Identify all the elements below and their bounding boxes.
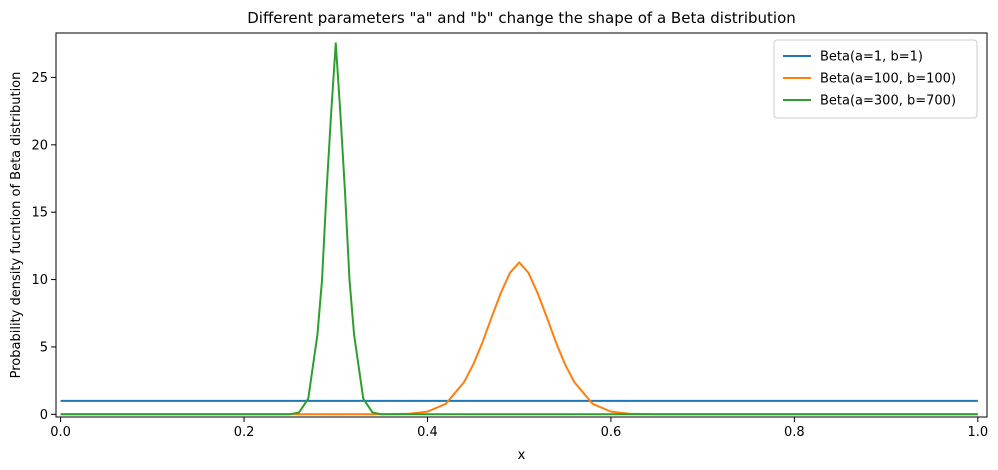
y-tick-label: 20 [31, 138, 48, 153]
chart-title: Different parameters "a" and "b" change … [247, 9, 796, 27]
x-axis-title: x [518, 448, 526, 463]
y-tick-label: 10 [31, 273, 48, 288]
legend-box [773, 39, 978, 119]
x-tick-label: 0.8 [784, 425, 805, 440]
x-tick-label: 0.6 [601, 425, 622, 440]
x-tick-label: 1.0 [967, 425, 988, 440]
x-tick-label: 0.0 [50, 425, 71, 440]
y-tick-label: 5 [40, 340, 48, 355]
plot-frame [55, 32, 988, 418]
legend: Beta(a=1, b=1) Beta(a=100, b=100) Beta(a=3… [773, 39, 978, 119]
legend-label-3: Beta(a=300, b=700) [820, 94, 956, 109]
series-line-2 [60, 261, 978, 416]
y-tick-label: 25 [31, 71, 48, 86]
y-tick-label: 0 [40, 408, 48, 423]
x-axis: 0.0 0.2 0.4 0.6 0.8 1.0 [50, 417, 988, 440]
x-tick-label: 0.2 [234, 425, 255, 440]
y-tick-label: 15 [31, 206, 48, 221]
y-axis: 0 5 10 15 20 25 [31, 71, 56, 423]
legend-label-2: Beta(a=100, b=100) [820, 72, 956, 87]
plot-area [60, 42, 978, 416]
y-axis-title: Probability density fucntion of Beta dis… [9, 72, 24, 379]
series-line-3 [60, 42, 978, 416]
legend-label-1: Beta(a=1, b=1) [820, 50, 923, 65]
x-tick-label: 0.4 [417, 425, 438, 440]
